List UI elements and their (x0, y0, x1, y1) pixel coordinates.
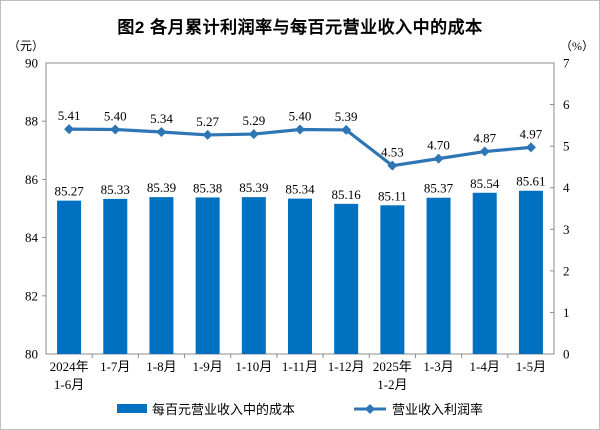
bar (518, 190, 543, 354)
legend-bar-swatch-icon (116, 404, 147, 413)
line-marker-diamond-icon (433, 153, 444, 164)
x-axis-category-label: 2024年 (50, 359, 89, 374)
x-axis-category-label: 1-12月 (328, 359, 365, 374)
x-axis-category-label: 1-6月 (54, 377, 84, 392)
chart-title: 图2 各月累计利润率与每百元营业收入中的成本 (117, 18, 483, 37)
bar-value-label: 85.34 (285, 182, 315, 197)
line-value-label: 5.34 (150, 111, 173, 126)
line-marker-diamond-icon (64, 124, 75, 135)
right-axis-tick-label: 0 (563, 347, 570, 362)
x-axis-category-label: 1-3月 (423, 359, 453, 374)
bar (241, 197, 266, 354)
bar (288, 198, 312, 354)
line-marker-diamond-icon (341, 124, 352, 135)
x-axis-category-label: 1-2月 (377, 377, 407, 392)
right-axis-tick-label: 5 (563, 139, 570, 154)
right-axis-tick-label: 6 (563, 97, 570, 112)
legend-line-label: 营业收入利润率 (392, 402, 484, 417)
bar (380, 205, 405, 354)
line-marker-diamond-icon (248, 129, 259, 140)
line-marker-diamond-icon (387, 160, 398, 171)
profit-rate-line (69, 127, 532, 168)
line-marker-diamond-icon (202, 129, 213, 140)
line-value-label: 5.39 (335, 109, 358, 124)
left-axis-unit-label: （元） (8, 39, 45, 53)
left-axis-tick-label: 90 (25, 56, 38, 71)
bar (426, 197, 451, 354)
line-value-label: 5.29 (242, 113, 265, 128)
right-axis-tick-label: 1 (563, 305, 570, 320)
line-value-label: 5.41 (58, 108, 81, 123)
bar-value-label: 85.54 (470, 176, 500, 191)
line-value-label: 4.70 (427, 138, 450, 153)
line-value-label: 4.97 (520, 126, 543, 141)
line-marker-diamond-icon (479, 146, 490, 157)
bar-value-label: 85.16 (332, 187, 362, 202)
bar (149, 197, 174, 354)
bar-value-label: 85.11 (378, 188, 407, 203)
bar-value-label: 85.39 (239, 180, 268, 195)
bar-value-label: 85.37 (424, 181, 454, 196)
left-axis-tick-label: 80 (25, 347, 38, 362)
x-axis-category-label: 1-11月 (282, 359, 318, 374)
bar (334, 203, 359, 354)
x-axis-category-label: 1-8月 (146, 359, 176, 374)
x-axis-category-label: 1-7月 (100, 359, 130, 374)
legend: 每百元营业收入中的成本 营业收入利润率 (1, 399, 599, 418)
bar-value-label: 85.33 (101, 182, 130, 197)
left-axis-tick-label: 82 (25, 288, 38, 303)
bar-value-label: 85.27 (54, 184, 84, 199)
line-value-label: 5.40 (289, 109, 312, 124)
legend-item-cost: 每百元营业收入中的成本 (116, 399, 295, 418)
right-axis-unit-label: （%） (560, 39, 594, 53)
line-marker-diamond-icon (156, 127, 167, 138)
x-axis-category-label: 2025年 (373, 359, 412, 374)
bar (472, 192, 497, 354)
x-axis-category-label: 1-4月 (470, 359, 500, 374)
bar-value-label: 85.39 (147, 180, 176, 195)
bar (57, 200, 82, 354)
left-axis-tick-label: 84 (25, 230, 39, 245)
x-axis-category-label: 1-9月 (192, 359, 222, 374)
line-value-label: 5.27 (196, 114, 219, 129)
line-value-label: 5.40 (104, 109, 127, 124)
legend-bar-label: 每百元营业收入中的成本 (151, 402, 295, 417)
right-axis-tick-label: 7 (563, 56, 570, 71)
bar (103, 198, 128, 354)
line-marker-diamond-icon (110, 124, 121, 135)
bar-value-label: 85.61 (516, 174, 545, 189)
line-marker-diamond-icon (295, 124, 305, 135)
legend-item-profit-rate: 营业收入利润率 (353, 399, 483, 418)
line-marker-diamond-icon (525, 142, 536, 153)
left-axis-tick-label: 88 (25, 114, 38, 129)
bar (195, 197, 220, 354)
right-axis-tick-label: 4 (563, 180, 570, 195)
legend-line-swatch-icon (354, 403, 386, 414)
right-axis-tick-label: 3 (563, 222, 570, 237)
bar-value-label: 85.38 (193, 180, 222, 195)
x-axis-category-label: 1-5月 (516, 359, 546, 374)
line-value-label: 4.53 (381, 145, 404, 160)
x-axis-category-label: 1-10月 (235, 359, 272, 374)
line-value-label: 4.87 (473, 131, 496, 146)
left-axis-tick-label: 86 (25, 172, 39, 187)
right-axis-tick-label: 2 (563, 263, 570, 278)
